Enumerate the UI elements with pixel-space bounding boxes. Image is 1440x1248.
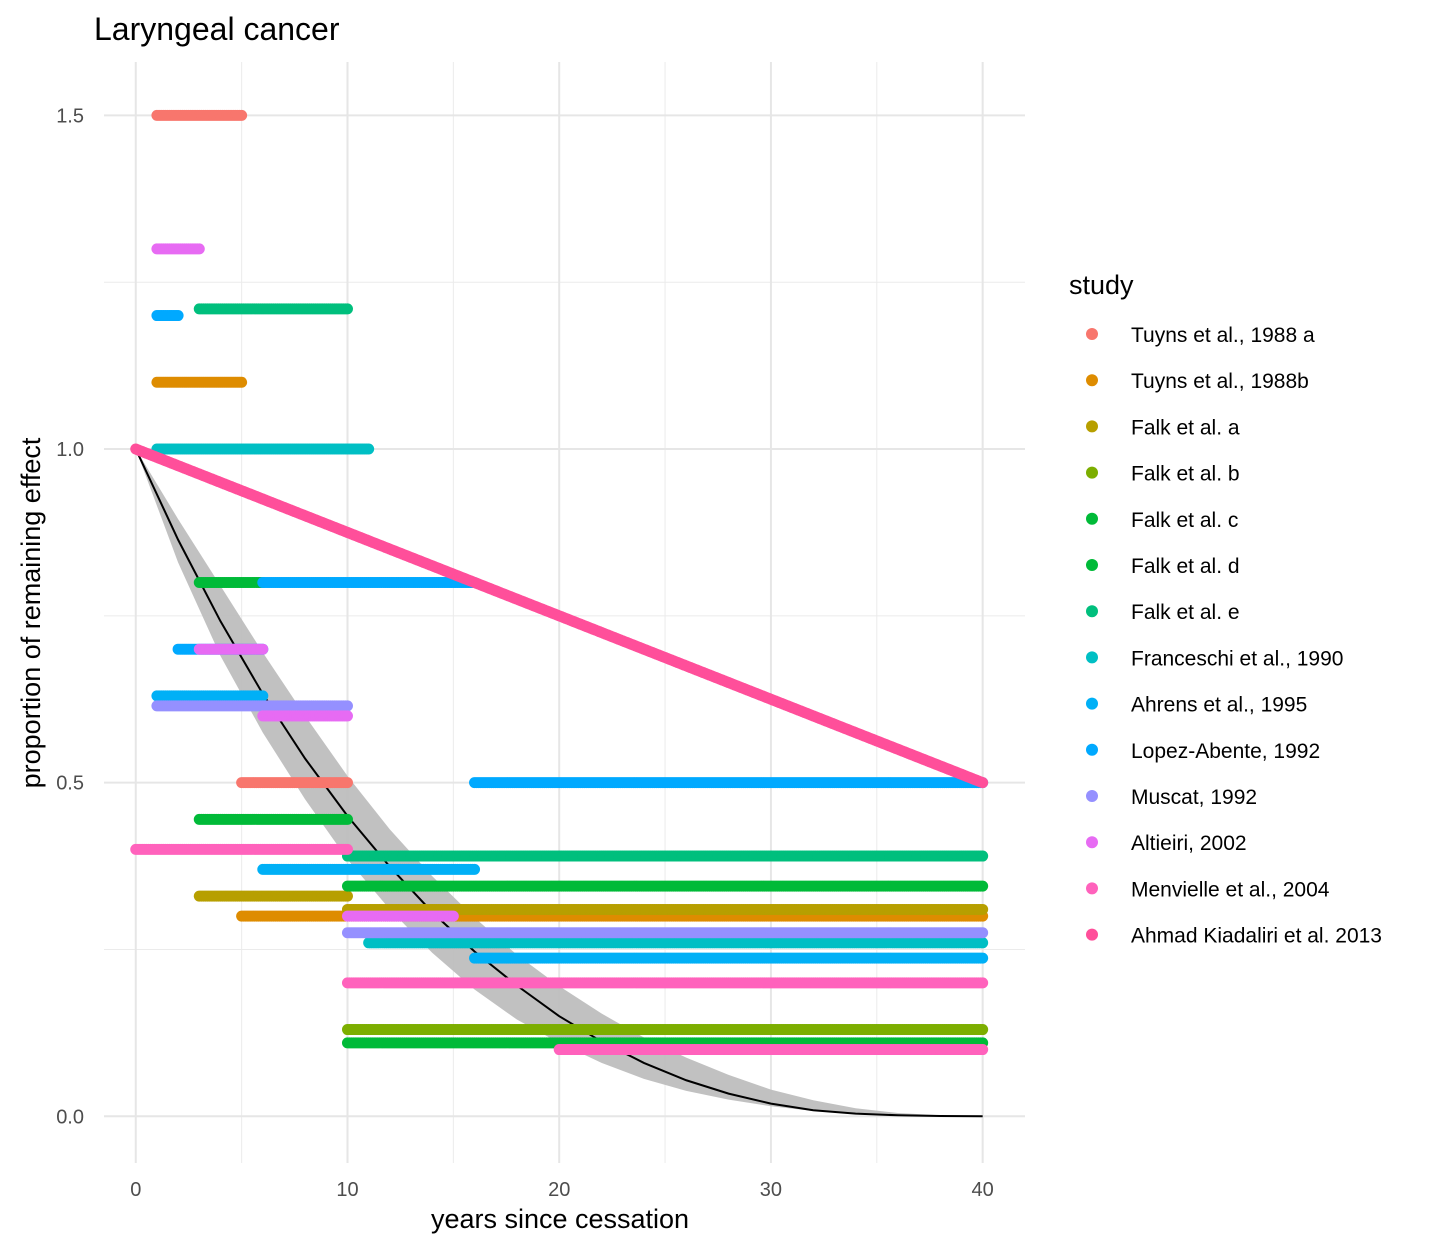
data-point — [977, 952, 989, 964]
series-11 — [151, 243, 459, 922]
data-point — [447, 910, 459, 922]
series-7 — [151, 443, 989, 949]
series-3 — [341, 1024, 989, 1036]
x-tick-label: 0 — [130, 1179, 141, 1201]
x-tick-label: 30 — [760, 1179, 782, 1201]
series-13 — [130, 443, 989, 789]
x-tick-label: 10 — [336, 1179, 358, 1201]
data-point — [363, 443, 375, 455]
y-tick-label: 1.5 — [56, 105, 84, 127]
data-point — [257, 690, 269, 702]
data-point — [172, 310, 184, 322]
data-point — [341, 777, 353, 789]
data-point — [977, 850, 989, 862]
data-point — [341, 890, 353, 902]
data-point — [341, 813, 353, 825]
series-layer — [130, 109, 989, 1056]
series-0 — [151, 109, 353, 789]
series-5 — [193, 576, 989, 892]
tick-labels: 0 10 20 30 40 0.0 0.5 1.0 1.5 — [56, 105, 994, 1201]
data-point — [469, 863, 481, 875]
y-tick-label: 0.5 — [56, 773, 84, 795]
series-1 — [151, 376, 989, 922]
x-axis-title: years since cessation — [431, 1204, 689, 1234]
data-point — [977, 937, 989, 949]
x-tick-label: 40 — [972, 1179, 994, 1201]
series-8 — [151, 690, 989, 964]
data-point — [236, 109, 248, 121]
data-point — [977, 777, 989, 789]
data-point — [977, 903, 989, 915]
data-point — [977, 880, 989, 892]
chart-title: Laryngeal cancer — [94, 11, 340, 47]
data-point — [341, 710, 353, 722]
data-point — [977, 1024, 989, 1036]
data-point — [341, 843, 353, 855]
data-point — [257, 643, 269, 655]
y-tick-label: 0.0 — [56, 1106, 84, 1128]
series-6 — [193, 303, 989, 862]
y-tick-label: 1.0 — [56, 439, 84, 461]
data-point — [977, 927, 989, 939]
series-12 — [130, 843, 989, 1056]
x-tick-label: 20 — [548, 1179, 570, 1201]
data-point — [236, 376, 248, 388]
data-point — [341, 700, 353, 712]
data-point — [977, 1044, 989, 1056]
series-10 — [151, 700, 989, 939]
data-point — [341, 303, 353, 315]
series-2 — [193, 890, 989, 915]
data-point — [193, 243, 205, 255]
data-point — [977, 977, 989, 989]
